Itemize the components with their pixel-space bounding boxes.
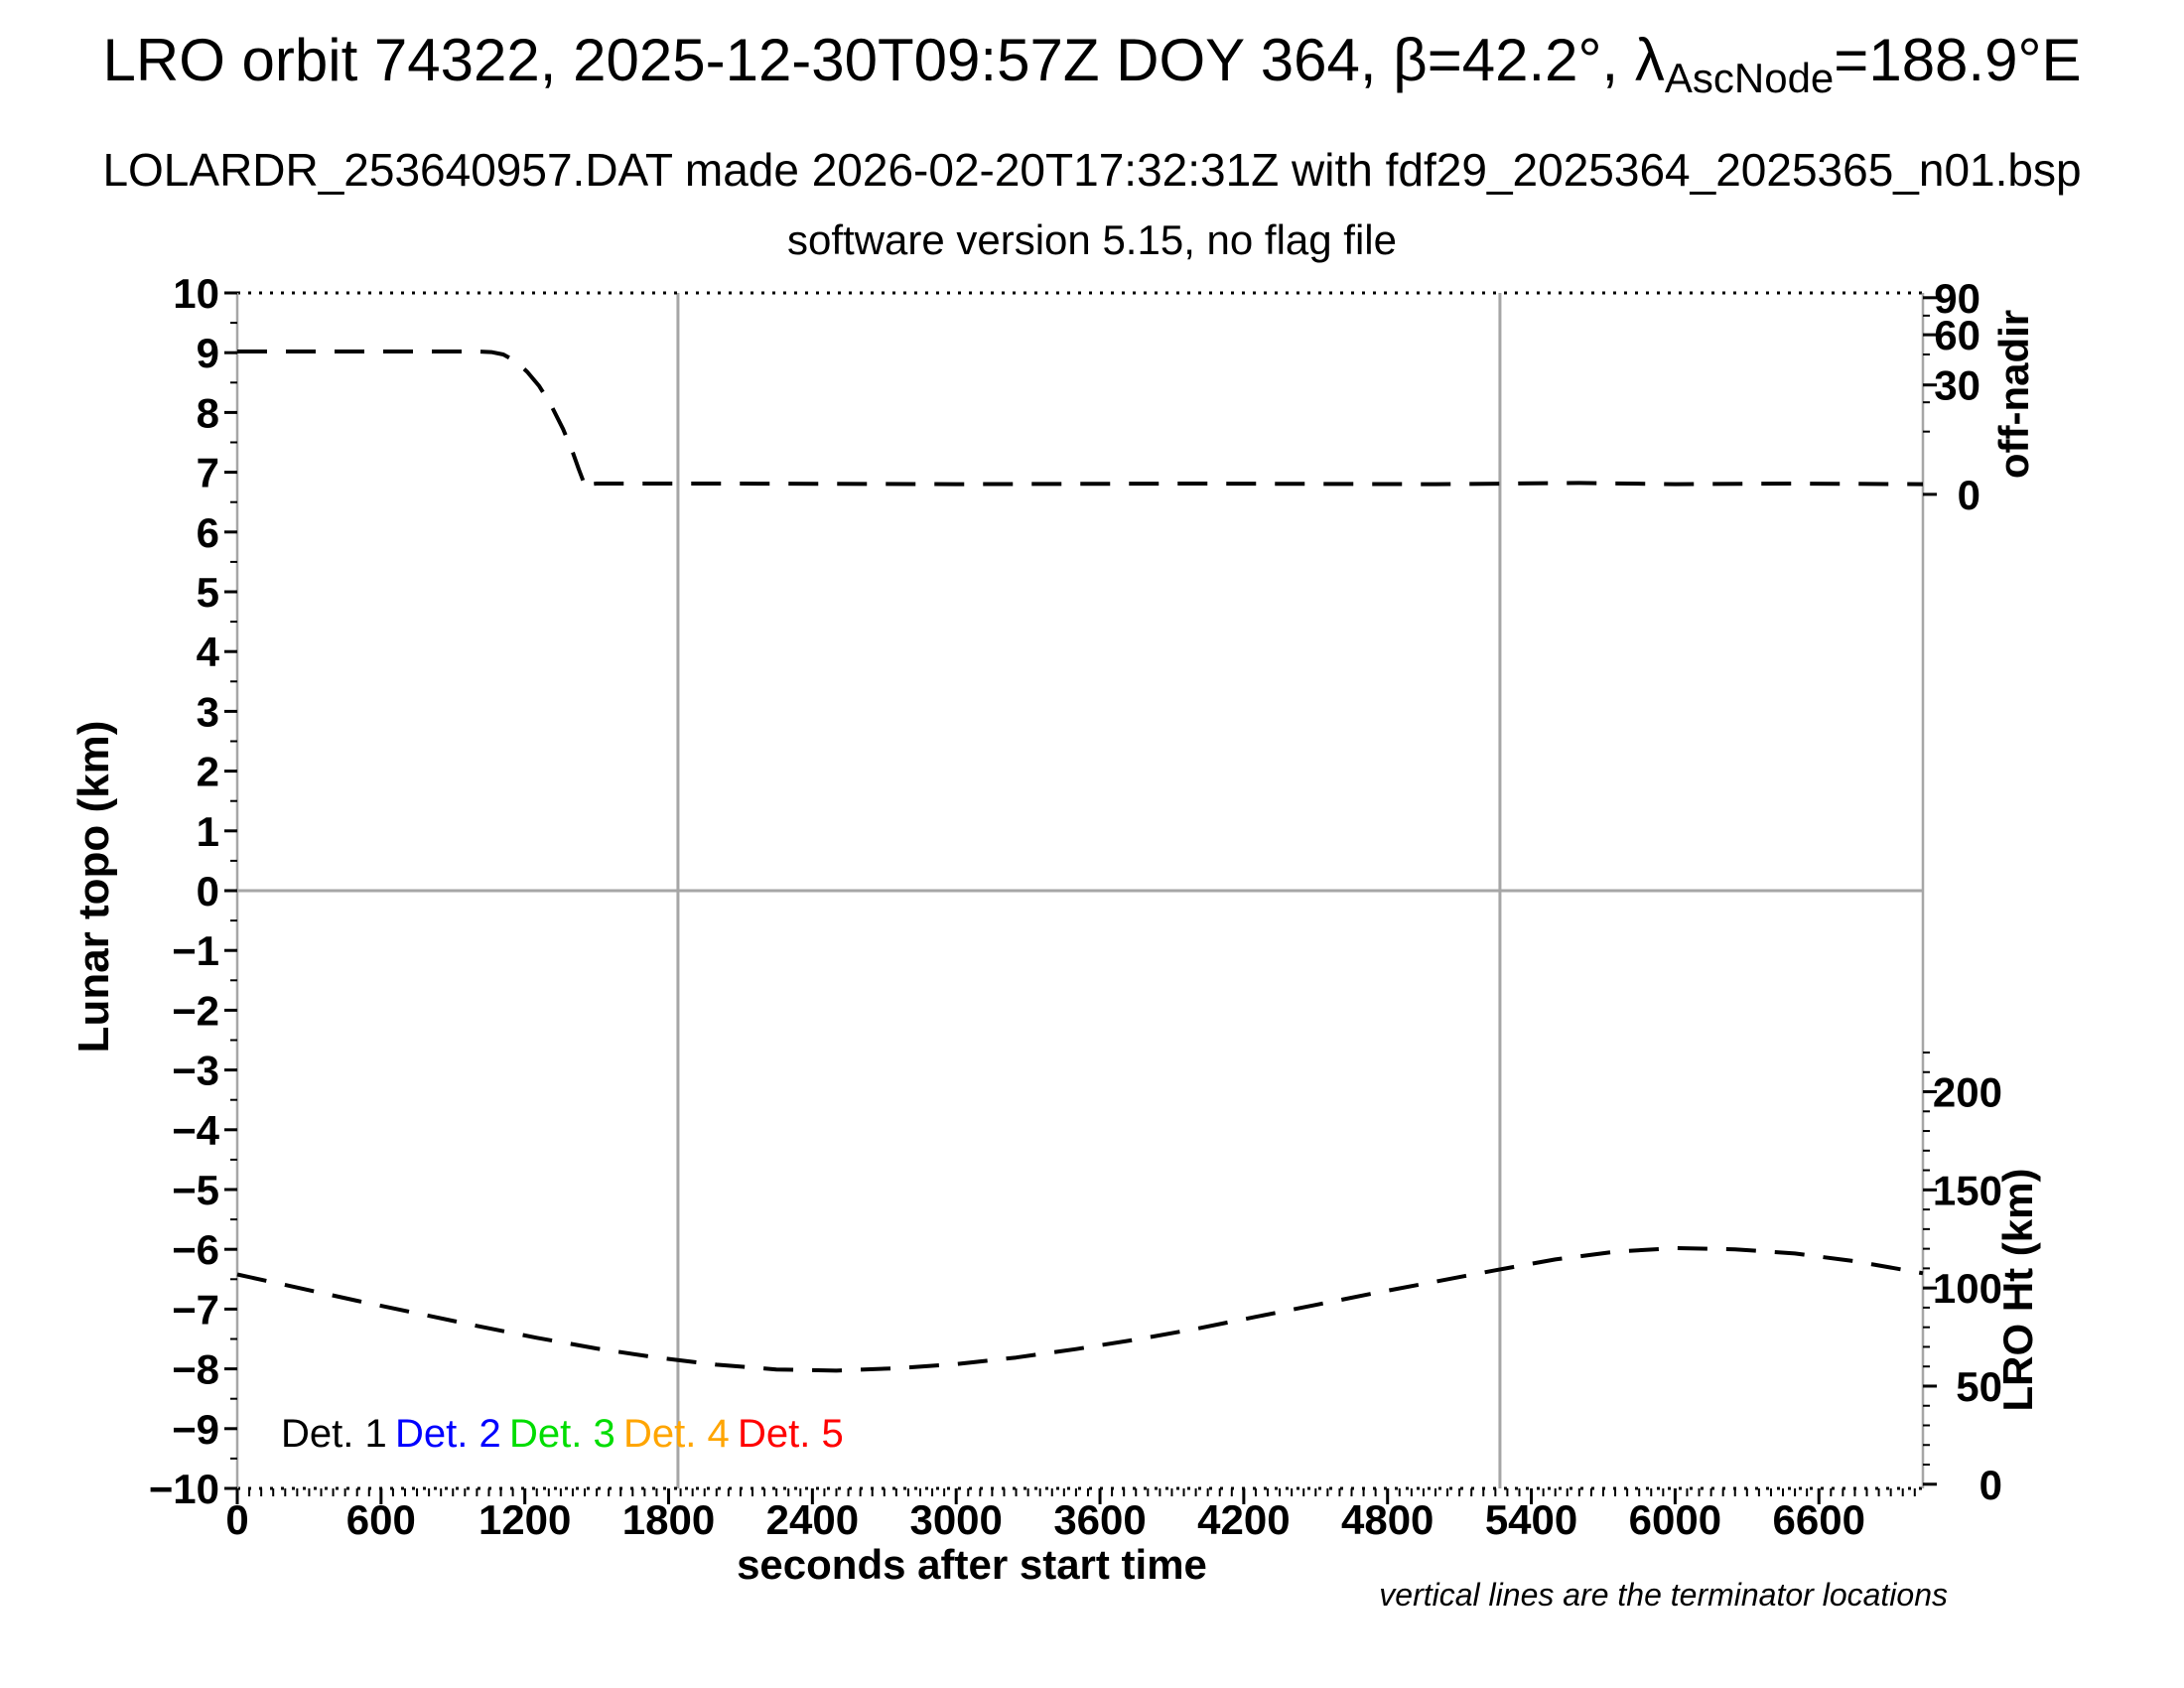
x-tick-label: 6600 [1773, 1496, 1865, 1543]
x-tick-label: 4200 [1197, 1496, 1290, 1543]
legend-label-det-3: Det. 3 [509, 1412, 615, 1456]
offnadir-tick-label: 60 [1934, 312, 1980, 358]
legend-label-det-2: Det. 2 [395, 1412, 501, 1456]
y-left-tick-label: −2 [172, 987, 219, 1034]
y-left-tick-label: 5 [197, 569, 219, 616]
lroht-tick-label: 100 [1933, 1265, 2002, 1312]
chart-subtitle-filename: LOLARDR_253640957.DAT made 2026-02-20T17… [102, 144, 2082, 196]
y-left-tick-label: −4 [172, 1107, 220, 1154]
x-tick-label: 4800 [1341, 1496, 1433, 1543]
chart-title-subscript: AscNode [1664, 55, 1835, 101]
lroht-tick-label: 150 [1933, 1167, 2002, 1213]
y-left-tick-label: 7 [197, 450, 219, 496]
x-tick-label: 2400 [766, 1496, 859, 1543]
y-left-tick-label: 1 [197, 808, 219, 855]
y-left-tick-label: −3 [172, 1048, 219, 1094]
x-tick-label: 1800 [622, 1496, 715, 1543]
x-tick-label: 1200 [478, 1496, 571, 1543]
y-left-tick-label: 6 [197, 509, 219, 556]
y-left-tick-label: 3 [197, 688, 219, 735]
y-left-tick-label: 2 [197, 749, 219, 795]
x-tick-label: 600 [346, 1496, 416, 1543]
y-left-tick-label: −8 [172, 1346, 219, 1393]
y-left-tick-label: −10 [149, 1466, 219, 1512]
legend-label-det-4: Det. 4 [623, 1412, 730, 1456]
lroht-tick-label: 200 [1933, 1069, 2002, 1116]
legend-label-det-5: Det. 5 [738, 1412, 844, 1456]
offnadir-tick-label: 0 [1958, 472, 1980, 518]
offnadir-tick-label: 90 [1934, 275, 1980, 322]
x-tick-label: 3600 [1053, 1496, 1146, 1543]
x-tick-label: 3000 [909, 1496, 1002, 1543]
offnadir-tick-label: 30 [1934, 362, 1980, 409]
x-tick-label: 0 [225, 1496, 248, 1543]
lroht-tick-label: 50 [1956, 1363, 2002, 1410]
legend-label-det-1: Det. 1 [281, 1412, 387, 1456]
terminator-footnote: vertical lines are the terminator locati… [1379, 1577, 1948, 1613]
y-left-tick-label: 10 [173, 270, 219, 317]
y-left-tick-label: −9 [172, 1406, 219, 1453]
x-tick-label: 5400 [1485, 1496, 1577, 1543]
chart-title-suffix: =188.9°E [1834, 27, 2082, 93]
x-axis-label: seconds after start time [737, 1541, 1207, 1588]
y-left-tick-label: −1 [172, 927, 219, 974]
y-left-tick-label: −7 [172, 1286, 219, 1333]
y-left-tick-label: −5 [172, 1167, 219, 1213]
curve-off-nadir-angle [237, 350, 1924, 492]
curve-LRO-height [236, 1246, 1924, 1373]
chart-title-prefix: LRO orbit 74322, 2025-12-30T09:57Z DOY 3… [102, 27, 1665, 93]
y-left-tick-label: −6 [172, 1226, 219, 1273]
y-left-tick-label: 9 [197, 330, 219, 376]
chart-subtitle-version: software version 5.15, no flag file [786, 216, 1397, 263]
y-left-tick-label: 4 [197, 629, 220, 675]
lroht-tick-label: 0 [1979, 1462, 2002, 1508]
y-left-tick-label: 0 [197, 868, 219, 914]
chart-title: LRO orbit 74322, 2025-12-30T09:57Z DOY 3… [0, 26, 2184, 101]
x-tick-label: 6000 [1629, 1496, 1721, 1543]
y-left-tick-label: 8 [197, 389, 219, 436]
